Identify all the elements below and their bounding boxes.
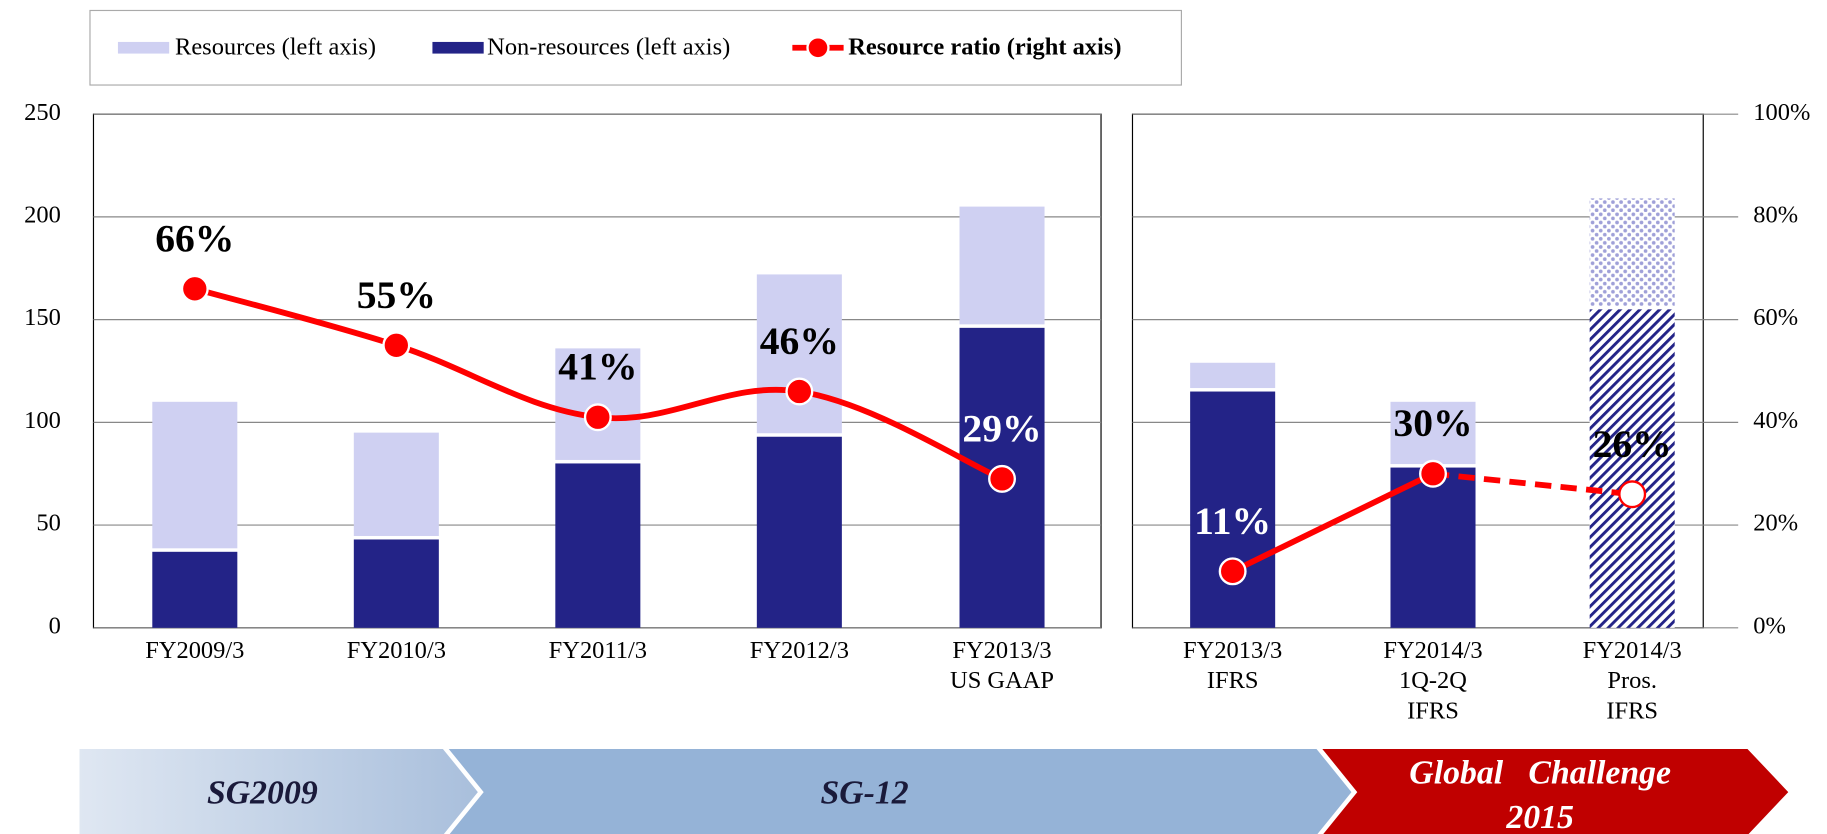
x-tick-label: Pros. <box>1607 667 1657 694</box>
y2-tick-label: 0% <box>1753 612 1786 639</box>
bar-segment <box>1390 467 1476 628</box>
x-tick-label: US GAAP <box>950 667 1054 694</box>
x-tick-label: 1Q-2Q <box>1399 667 1467 694</box>
x-tick-label: IFRS <box>1606 697 1658 724</box>
data-label: 11% <box>1194 499 1271 543</box>
bar-segment <box>756 274 842 434</box>
data-label: 30% <box>1393 401 1472 445</box>
bar-segment <box>1589 198 1675 306</box>
bar-segment <box>152 401 238 549</box>
x-tick-label: IFRS <box>1407 697 1459 724</box>
line-point <box>1419 459 1447 488</box>
y2-tick-label: 60% <box>1753 304 1798 331</box>
x-tick-label: FY2013/3 <box>952 637 1051 664</box>
line-point <box>785 377 814 406</box>
y-tick-label: 100 <box>24 407 61 434</box>
line-point <box>583 403 612 432</box>
y-tick-label: 150 <box>24 304 61 331</box>
phase-arrow <box>1322 748 1789 834</box>
x-tick-label: FY2012/3 <box>750 637 849 664</box>
x-tick-label: FY2014/3 <box>1583 637 1682 664</box>
phase-label: SG-12 <box>820 774 908 811</box>
x-tick-label: FY2011/3 <box>549 637 647 664</box>
legend-swatch <box>117 41 170 54</box>
y-tick-label: 250 <box>24 99 61 126</box>
legend-label: Resources (left axis) <box>175 34 376 61</box>
line-series <box>1432 470 1633 498</box>
line-point <box>180 274 209 303</box>
bar-segment <box>353 432 439 536</box>
bar-segment <box>1589 309 1675 628</box>
bar-segment <box>1190 391 1276 628</box>
x-tick-label: IFRS <box>1207 667 1259 694</box>
y2-tick-label: 80% <box>1753 201 1798 228</box>
legend-swatch <box>806 36 830 60</box>
y2-tick-label: 20% <box>1753 510 1798 537</box>
data-label: 66% <box>155 216 234 260</box>
y2-tick-label: 40% <box>1753 407 1798 434</box>
bar-segment <box>1390 401 1476 465</box>
x-tick-label: FY2010/3 <box>347 637 446 664</box>
y-tick-label: 50 <box>36 510 60 537</box>
y2-tick-label: 100% <box>1753 99 1810 126</box>
line-point <box>1618 480 1647 509</box>
y-tick-label: 0 <box>49 612 61 639</box>
bar-segment <box>555 463 641 628</box>
data-label: 41% <box>558 345 637 389</box>
line-point <box>988 464 1017 493</box>
legend-label: Resource ratio (right axis) <box>848 34 1121 61</box>
line-point <box>382 331 411 360</box>
bar-segment <box>756 436 842 628</box>
data-label: 26% <box>1593 422 1672 466</box>
line-point <box>1218 557 1247 586</box>
x-tick-label: FY2009/3 <box>145 637 244 664</box>
data-label: 46% <box>760 319 839 363</box>
phase-label: SG2009 <box>207 774 318 811</box>
data-label: 29% <box>962 406 1041 450</box>
phase-arrow <box>79 748 478 834</box>
x-tick-label: FY2013/3 <box>1183 637 1282 664</box>
legend-box <box>89 9 1182 86</box>
x-tick-label: FY2014/3 <box>1383 637 1482 664</box>
phase-label: 2015 <box>1505 799 1574 834</box>
legend-swatch <box>432 41 484 54</box>
y-tick-label: 200 <box>24 201 61 228</box>
legend-label: Non-resources (left axis) <box>487 34 730 61</box>
phase-arrow <box>448 748 1352 834</box>
line-series <box>1231 471 1435 574</box>
bar-segment <box>959 206 1045 325</box>
bar-segment <box>1190 362 1276 389</box>
bar-segment <box>152 551 238 628</box>
data-label: 55% <box>357 273 436 317</box>
bar-segment <box>353 539 439 628</box>
phase-label: Global Challenge <box>1409 755 1671 792</box>
